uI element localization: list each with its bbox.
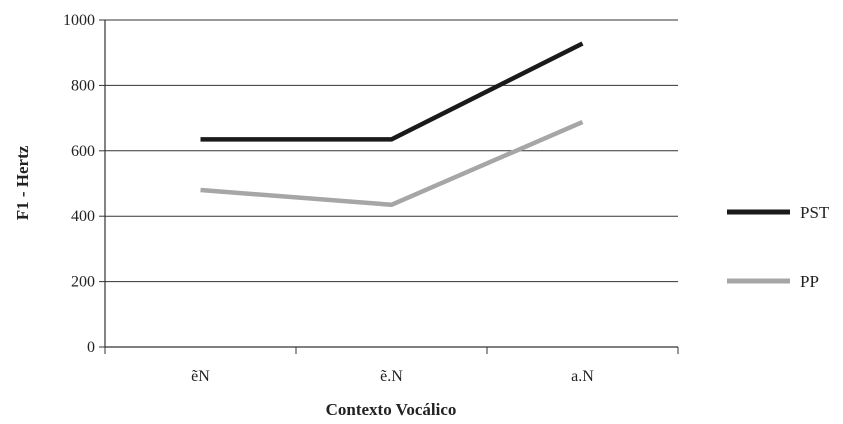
y-tick-label: 1000 (63, 12, 95, 29)
x-tick-label: ẽN (191, 368, 210, 385)
axes (104, 20, 678, 348)
y-axis-title: F1 - Hertz (13, 145, 32, 220)
legend-label-pp: PP (800, 272, 819, 291)
y-tick-label: 0 (87, 339, 95, 356)
legend-label-pst: PST (800, 203, 830, 222)
series-line-pp (200, 119, 584, 208)
y-tick-label: 800 (71, 77, 95, 94)
legend: PST PP (727, 203, 830, 291)
series-lines (200, 41, 584, 208)
x-tick-label: a.N (571, 368, 594, 385)
x-tick-label: ẽ.N (380, 368, 403, 385)
x-axis-title: Contexto Vocálico (326, 400, 457, 419)
y-tick-labels: 0 200 400 600 800 1000 (63, 12, 105, 356)
gridlines (105, 19, 678, 283)
series-line-pst (200, 41, 584, 142)
y-tick-label: 200 (71, 274, 95, 291)
y-tick-label: 400 (71, 208, 95, 225)
y-tick-label: 600 (71, 143, 95, 160)
x-tick-labels: ẽN ẽ.N a.N (104, 347, 679, 385)
